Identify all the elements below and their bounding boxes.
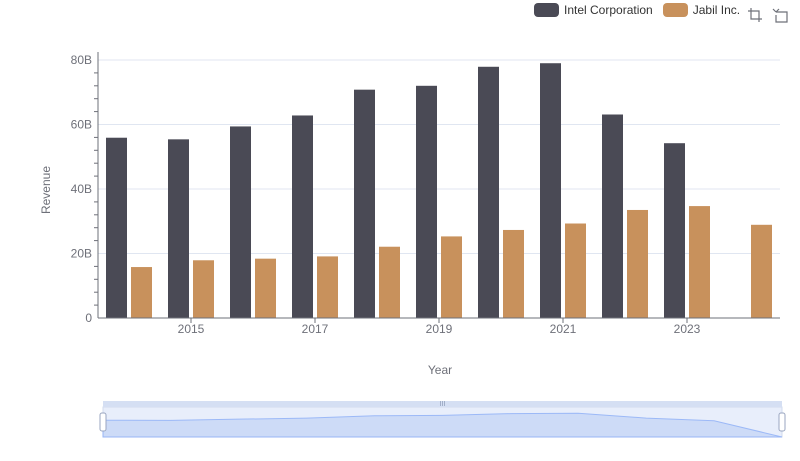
bar-jabil-2014 [131, 267, 152, 318]
y-tick-label: 20B [71, 247, 92, 261]
bar-jabil-2020 [503, 229, 524, 318]
bar-intel-2017 [292, 115, 313, 318]
slider-handle-right[interactable] [778, 412, 786, 432]
slider-handle-left[interactable] [99, 412, 107, 432]
x-tick-label: 2017 [302, 322, 329, 336]
y-tick-label: 0 [85, 311, 92, 325]
y-tick-label: 80B [71, 53, 92, 67]
bar-jabil-2016 [255, 258, 276, 318]
slider-top-bar [103, 401, 782, 407]
toolbox [746, 6, 798, 24]
bar-intel-2020 [478, 66, 499, 319]
bar-intel-2021 [540, 63, 561, 318]
slider-grip: III [440, 401, 446, 408]
legend-label-intel: Intel Corporation [564, 3, 653, 17]
bar-jabil-2021 [565, 223, 586, 318]
y-tick-label: 40B [71, 182, 92, 196]
bar-intel-2022 [602, 114, 623, 318]
x-tick-label: 2021 [550, 322, 577, 336]
bar-jabil-2023 [689, 206, 710, 318]
x-tick-label: 2015 [178, 322, 205, 336]
bar-intel-2015 [168, 139, 189, 318]
bar-jabil-2024 [751, 224, 772, 318]
bar-jabil-2017 [317, 256, 338, 318]
bars-layer [106, 63, 772, 319]
legend-swatch-jabil [662, 3, 688, 17]
legend-label-jabil: Jabil Inc. [692, 3, 741, 17]
legend-item-intel[interactable]: Intel Corporation [534, 3, 653, 17]
bar-intel-2023 [664, 143, 685, 318]
zoom-slider[interactable]: III [99, 401, 786, 438]
y-tick-label: 60B [71, 118, 92, 132]
zoom-reset-icon[interactable] [772, 6, 790, 24]
axis-layer: 0 20B 40B 60B 80B 2015 2017 2019 2021 2023 Revenue… [39, 52, 780, 377]
bar-jabil-2019 [441, 236, 462, 318]
x-tick-label: 2023 [674, 322, 701, 336]
legend: Intel Corporation Jabil Inc. [534, 3, 750, 17]
bar-jabil-2022 [627, 209, 648, 318]
legend-item-jabil[interactable]: Jabil Inc. [662, 3, 741, 17]
bar-jabil-2015 [193, 260, 214, 318]
bar-jabil-2018 [379, 246, 400, 318]
x-tick-label: 2019 [426, 322, 453, 336]
zoom-icon[interactable] [746, 6, 764, 24]
bar-intel-2016 [230, 126, 251, 318]
bar-intel-2019 [416, 85, 437, 318]
x-axis-label: Year [428, 363, 452, 377]
bar-intel-2018 [354, 89, 375, 318]
y-axis-label: Revenue [39, 166, 53, 214]
slider-preview-area [102, 412, 783, 438]
legend-swatch-intel [534, 3, 559, 17]
bar-intel-2014 [106, 137, 127, 318]
